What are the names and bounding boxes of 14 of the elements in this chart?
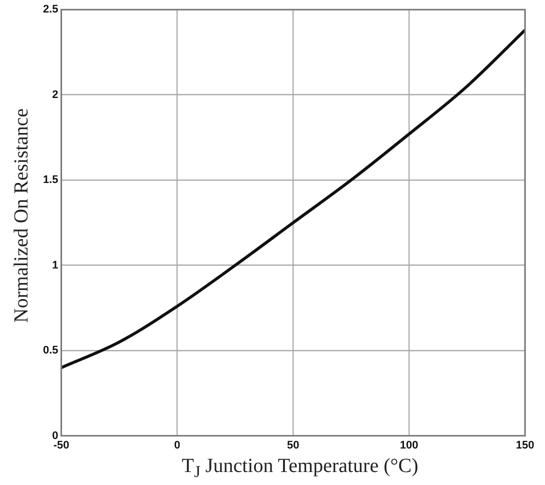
y-tick-label: 0.5 (42, 344, 58, 357)
y-tick-label: 0 (52, 430, 58, 442)
y-tick-label: 1 (52, 259, 58, 272)
line-series (61, 28, 525, 370)
y-tick-label: 2 (52, 88, 58, 101)
x-tick-label: 50 (287, 439, 300, 452)
x-tick-label: -50 (53, 439, 70, 452)
x-tick-label: 150 (516, 439, 534, 452)
y-tick-label: 1.5 (42, 174, 58, 186)
x-tick-label: 100 (400, 439, 418, 452)
y-tick-label: 2.5 (42, 4, 58, 16)
y-axis-title: Normalized On Resistance (10, 108, 34, 322)
x-axis-title: T$_{J}$ Junction Temperature (°C) (180, 455, 420, 482)
x-tick-label: 0 (174, 439, 180, 452)
